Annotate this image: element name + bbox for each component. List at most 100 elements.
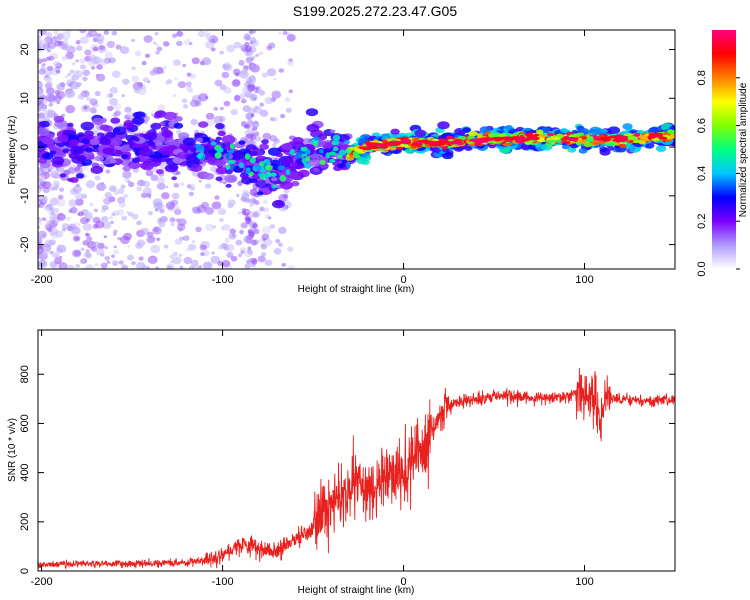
spectrogram-noise-blob xyxy=(225,61,230,66)
spectrogram-ridge-blob xyxy=(214,123,225,130)
spectrogram-ridge-blob xyxy=(133,137,140,142)
spectrogram-noise-blob xyxy=(262,207,270,213)
spectrogram-mid-blob xyxy=(338,149,347,156)
spectrogram-noise-blob xyxy=(57,194,64,200)
snr-x-tick-label: 0 xyxy=(400,576,406,588)
spectrogram-noise-blob xyxy=(104,255,111,261)
spectrogram-noise-blob xyxy=(92,241,101,248)
spectrogram-mid-blob xyxy=(344,139,350,145)
spectrogram-noise-blob xyxy=(221,71,230,79)
spectrogram-mid-blob xyxy=(289,148,295,156)
spectrogram-noise-blob xyxy=(157,104,165,111)
spectrogram-noise-blob xyxy=(185,81,192,87)
spectrogram-noise-blob xyxy=(254,228,260,235)
spectrogram-noise-blob xyxy=(255,86,259,91)
spectrogram-noise-blob xyxy=(187,243,197,251)
spectrogram-noise-blob xyxy=(157,218,162,222)
spectrogram-noise-blob xyxy=(170,222,175,227)
spectrogram-noise-blob xyxy=(98,44,106,51)
spectrogram-noise-blob xyxy=(155,50,160,55)
spectrogram-peak-blob xyxy=(531,136,540,141)
spectrogram-ridge-blob xyxy=(102,147,114,155)
spectrogram-ridge-blob xyxy=(148,141,156,147)
spectrogram-noise-blob xyxy=(237,180,243,186)
spectrogram-noise-blob xyxy=(242,67,249,74)
spectrogram-noise-blob xyxy=(106,260,111,264)
spectrogram-noise-blob xyxy=(249,30,257,34)
spectrogram-noise-blob xyxy=(101,215,109,223)
spectrogram-noise-blob xyxy=(104,245,109,250)
spectrogram-peak-blob xyxy=(411,142,423,147)
figure-title: S199.2025.272.23.47.G05 xyxy=(293,3,457,19)
spectrogram-noise-blob xyxy=(45,56,51,61)
spectrogram-ridge-blob xyxy=(231,151,245,161)
spectrogram-noise-blob xyxy=(38,114,42,118)
spectrogram-noise-blob xyxy=(48,213,58,222)
spectrogram-noise-blob xyxy=(89,107,97,114)
spectrogram-noise-blob xyxy=(89,202,94,207)
spectrogram-noise-blob xyxy=(127,244,131,248)
spectrogram-noise-blob xyxy=(83,105,88,110)
spectrogram-noise-blob xyxy=(38,96,44,104)
spectrogram-noise-blob xyxy=(109,86,118,94)
spectrogram-noise-blob xyxy=(82,69,91,76)
spectrogram-noise-blob xyxy=(264,259,273,267)
spectrogram-core-blob xyxy=(352,151,359,156)
spectrogram-noise-blob xyxy=(45,32,53,38)
spectrogram-noise-blob xyxy=(65,51,75,60)
spectrogram-ridge-blob xyxy=(655,145,667,152)
spectrogram-ridge-blob xyxy=(122,165,132,172)
spectrogram-noise-blob xyxy=(131,213,139,220)
spectrogram-noise-blob xyxy=(223,86,232,94)
spectrogram-ridge-blob xyxy=(215,166,228,175)
spectrogram-noise-blob xyxy=(173,59,181,66)
spectrogram-noise-blob xyxy=(166,79,173,84)
spectrogram-noise-blob xyxy=(120,184,126,189)
spectrogram-noise-blob xyxy=(249,93,258,102)
spectrogram-noise-blob xyxy=(245,45,252,53)
spectrogram-noise-blob xyxy=(246,260,251,265)
spectrogram-noise-blob xyxy=(111,100,117,105)
spectrogram-ridge-blob xyxy=(92,147,99,153)
spectrogram-noise-blob xyxy=(243,124,248,129)
spectrogram-noise-blob xyxy=(235,239,243,246)
spectrogram-ridge-blob xyxy=(53,115,65,123)
spectrogram-peak-blob xyxy=(381,143,398,147)
spectrogram-peak-blob xyxy=(433,140,450,144)
spectrogram-noise-blob xyxy=(44,74,50,79)
spectrogram-ridge-blob xyxy=(173,122,184,129)
spectrogram-noise-blob xyxy=(111,30,118,36)
spectrogram-noise-blob xyxy=(261,252,267,257)
spectrogram-ridge-blob xyxy=(217,130,226,137)
spectrogram-noise-blob xyxy=(92,46,99,52)
spectrogram-mid-blob xyxy=(230,164,235,170)
spectrogram-noise-blob xyxy=(105,94,111,98)
spectrogram-blobs xyxy=(38,30,675,269)
spectrogram-mid-blob xyxy=(332,146,339,152)
spectrogram-noise-blob xyxy=(245,56,253,64)
snr-frame xyxy=(37,329,676,572)
spectrogram-noise-blob xyxy=(190,118,198,126)
spectrogram-noise-blob xyxy=(121,264,128,269)
spectrogram-noise-blob xyxy=(175,218,181,223)
spectrogram-noise-blob xyxy=(56,101,61,105)
spectrogram-noise-blob xyxy=(235,193,240,197)
spectrogram-ridge-blob xyxy=(131,116,145,125)
spectrogram-ridge-blob xyxy=(150,122,162,130)
snr-x-tick-label: -200 xyxy=(31,576,53,588)
spectrogram-mid-blob xyxy=(318,148,324,154)
spectrogram-noise-blob xyxy=(109,216,113,220)
spectrogram-ridge-blob xyxy=(41,152,54,160)
spectrogram-noise-blob xyxy=(267,42,276,49)
spectrogram-noise-blob xyxy=(239,229,244,235)
spectrogram-noise-blob xyxy=(90,66,96,70)
spectrogram-noise-blob xyxy=(61,223,69,230)
spectrogram-noise-blob xyxy=(67,72,72,76)
spectrogram-ridge-blob xyxy=(67,177,74,182)
spectrogram-noise-blob xyxy=(156,182,166,190)
spectrogram-x-tick-label: 100 xyxy=(575,274,593,286)
spectrogram-ridge-blob xyxy=(143,132,157,141)
spectrogram-peak-blob xyxy=(418,139,430,143)
spectrogram-noise-blob xyxy=(121,94,125,97)
spectrogram-ridge-blob xyxy=(80,121,95,131)
